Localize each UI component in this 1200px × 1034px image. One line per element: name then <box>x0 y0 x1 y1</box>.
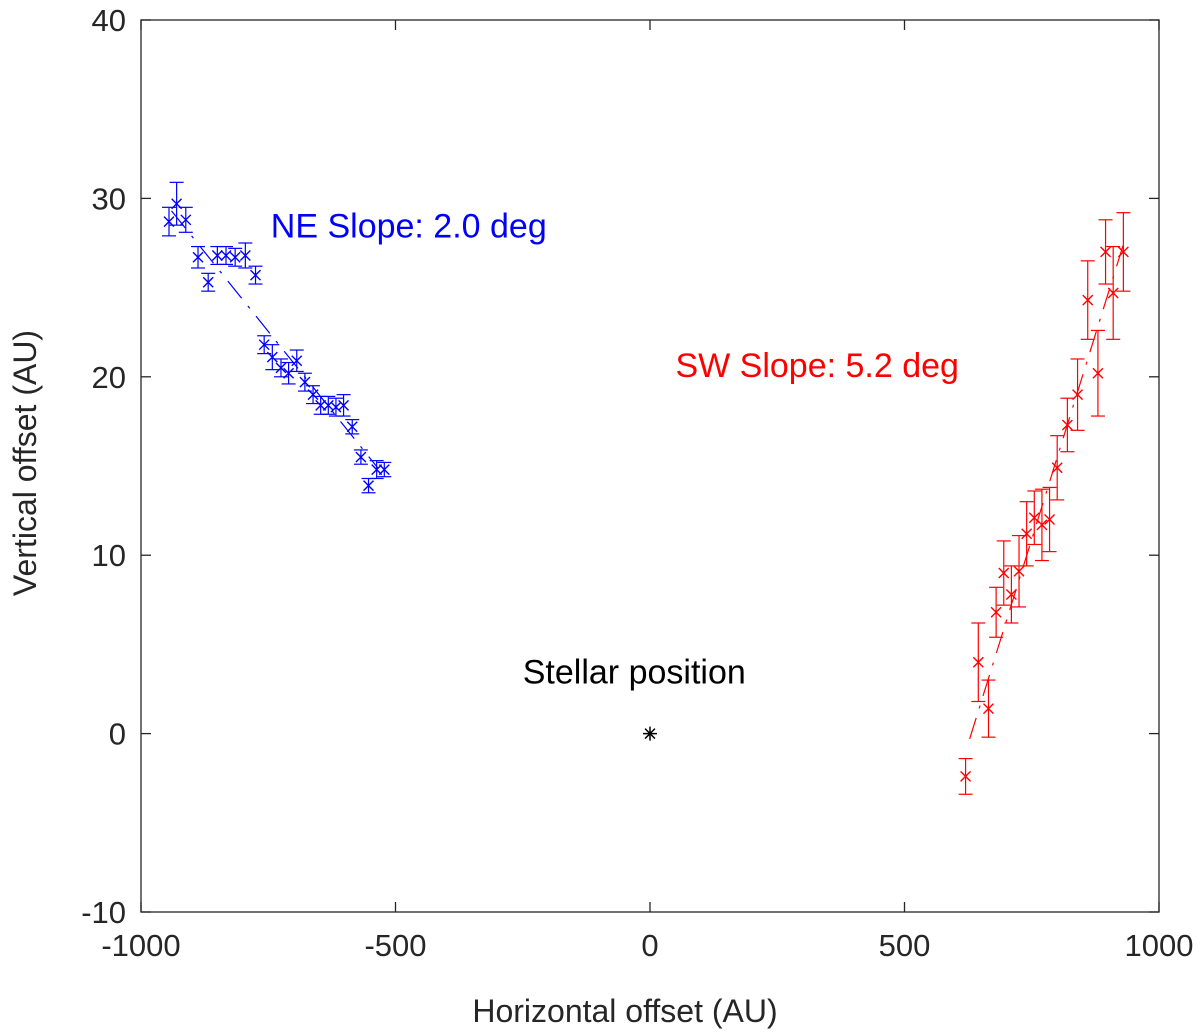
sw-point <box>1044 514 1056 526</box>
ne-point <box>250 269 262 281</box>
y-tick-label: 20 <box>92 360 126 395</box>
sw-point <box>990 606 1002 618</box>
sw-slope-annotation: SW Slope: 5.2 deg <box>675 347 959 385</box>
ne-point <box>283 367 295 379</box>
sw-point <box>1051 462 1063 474</box>
sw-point <box>1021 528 1033 540</box>
fit-line-sw <box>969 241 1125 740</box>
y-tick-label: 40 <box>92 3 126 38</box>
sw-point <box>1005 588 1017 600</box>
sw-point <box>1117 246 1129 258</box>
sw-point <box>998 567 1010 579</box>
ne-point <box>266 351 278 363</box>
x-tick-label: 500 <box>879 928 931 963</box>
y-tick-label: -10 <box>81 895 126 930</box>
x-axis-title: Horizontal offset (AU) <box>472 993 777 1029</box>
axes: -1000 -500 0 500 1000 -10 0 10 20 30 40 <box>81 3 1193 963</box>
ne-slope-annotation: NE Slope: 2.0 deg <box>271 208 547 246</box>
ne-point <box>378 464 390 476</box>
sw-point <box>960 770 972 782</box>
axes-box <box>140 19 1160 913</box>
sw-point <box>1107 287 1119 299</box>
y-tick-label: 0 <box>109 717 126 752</box>
ne-point <box>355 451 367 463</box>
sw-point <box>1061 419 1073 431</box>
ne-point <box>363 480 375 492</box>
sw-point <box>1092 367 1104 379</box>
y-tick-label: 30 <box>92 181 126 216</box>
sw-point <box>972 656 984 668</box>
y-tick-label: 10 <box>92 538 126 573</box>
ne-point <box>220 249 232 261</box>
fit-line-ne <box>171 210 379 469</box>
sw-point <box>1036 519 1048 531</box>
ne-point <box>180 214 192 226</box>
ne-point <box>211 249 223 261</box>
ne-point <box>258 339 270 351</box>
ne-point <box>192 251 204 263</box>
ne-point <box>338 399 350 411</box>
sw-point <box>1100 246 1112 258</box>
plot-area: NE Slope: 2.0 deg SW Slope: 5.2 deg Stella… <box>161 181 1131 795</box>
x-tick-label: -1000 <box>101 928 180 963</box>
ne-point <box>202 276 214 288</box>
ne-point <box>291 355 303 367</box>
x-tick-label: -500 <box>364 928 426 963</box>
ne-point <box>239 249 251 261</box>
ne-point <box>229 251 241 263</box>
stellar-position-label: Stellar position <box>523 654 746 692</box>
x-tick-label: 1000 <box>1125 928 1194 963</box>
sw-point <box>1082 294 1094 306</box>
y-axis-title: Vertical offset (AU) <box>7 330 43 596</box>
sw-point <box>1013 565 1025 577</box>
x-tick-label: 0 <box>641 928 658 963</box>
star-marker <box>643 726 657 741</box>
sw-point <box>982 703 994 715</box>
ne-point <box>307 389 319 401</box>
sw-point <box>1072 389 1084 401</box>
ne-point <box>275 362 287 374</box>
ne-point <box>346 421 358 433</box>
